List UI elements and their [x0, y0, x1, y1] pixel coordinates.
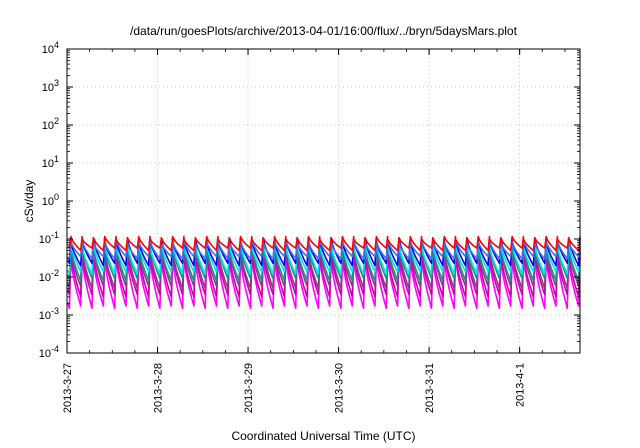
y-axis-label: cSv/day [22, 180, 36, 223]
x-tick-label: 2013-3-28 [153, 363, 165, 413]
series-line [67, 255, 581, 310]
y-tick-label: 101 [42, 154, 59, 170]
series-line [67, 235, 581, 252]
series-line [67, 250, 581, 298]
y-tick-labels: 10-4 10-3 10-2 10-1 100 101 102 103 104 [39, 40, 59, 360]
y-tick-label: 103 [42, 78, 59, 94]
x-axis-label: Coordinated Universal Time (UTC) [231, 429, 415, 443]
x-tick-label: 2013-3-29 [243, 363, 255, 413]
x-tick-label: 2013-3-30 [334, 363, 346, 413]
x-tick-label: 2013-3-31 [424, 363, 436, 413]
series-group [67, 235, 581, 310]
x-tick-label: 2013-4-1 [515, 363, 527, 407]
y-tick-label: 10-2 [39, 268, 59, 284]
chart-title: /data/run/goesPlots/archive/2013-04-01/1… [130, 24, 518, 38]
y-tick-label: 10-1 [39, 230, 59, 246]
x-tick-label: 2013-3-27 [62, 363, 74, 413]
series-line [67, 241, 581, 275]
y-tick-label: 10-4 [39, 344, 59, 360]
grid-lines [67, 49, 580, 353]
x-tick-labels: 2013-3-27 2013-3-28 2013-3-29 2013-3-30 2013… [62, 363, 527, 413]
tick-marks [66, 48, 580, 354]
series-line [67, 247, 581, 290]
y-tick-label: 10-3 [39, 306, 59, 322]
series-line [67, 239, 581, 260]
y-tick-label: 102 [42, 116, 59, 132]
y-tick-label: 104 [42, 40, 59, 56]
y-tick-label: 100 [42, 192, 59, 208]
